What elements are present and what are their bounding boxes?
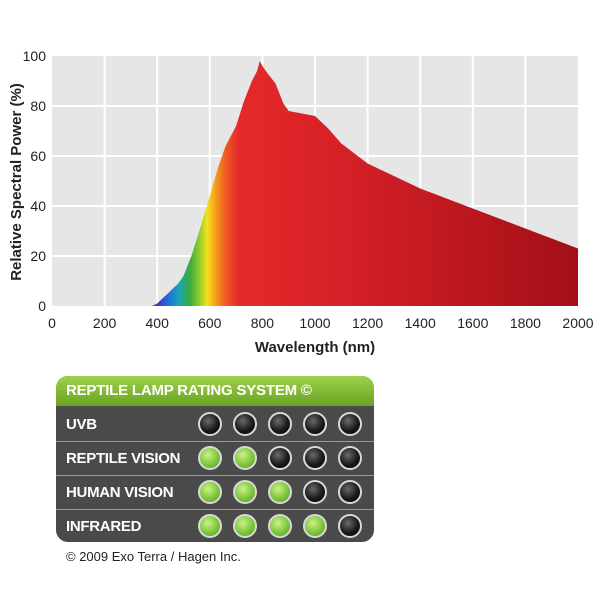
y-tick-label: 20 bbox=[30, 248, 46, 264]
x-tick-label: 1800 bbox=[510, 315, 541, 331]
rating-dot-empty bbox=[268, 446, 292, 470]
rating-row: INFRARED bbox=[56, 509, 374, 542]
rating-rows: UVB REPTILE VISION HUMAN VISION INFRARED bbox=[56, 406, 374, 542]
y-tick-label: 40 bbox=[30, 198, 46, 214]
x-tick-label: 1000 bbox=[299, 315, 330, 331]
rating-dot-filled bbox=[198, 514, 222, 538]
spectral-power-chart: 0 200 400 600 800 1000 1200 1400 1600 1800 2000 0 2… bbox=[8, 48, 594, 356]
rating-label: REPTILE VISION bbox=[66, 450, 181, 467]
rating-dot-filled bbox=[268, 480, 292, 504]
spectrum-area bbox=[151, 61, 578, 306]
rating-dots bbox=[198, 514, 373, 538]
rating-label: INFRARED bbox=[66, 518, 142, 535]
y-tick-label: 0 bbox=[38, 298, 46, 314]
rating-dot-empty bbox=[338, 480, 362, 504]
rating-dot-filled bbox=[233, 446, 257, 470]
rating-dots bbox=[198, 446, 373, 470]
rating-dot-empty bbox=[338, 514, 362, 538]
rating-dot-empty bbox=[233, 412, 257, 436]
x-tick-label: 600 bbox=[198, 315, 222, 331]
x-tick-label: 1400 bbox=[405, 315, 436, 331]
rating-dot-filled bbox=[233, 480, 257, 504]
y-tick-labels: 0 20 40 60 80 100 bbox=[23, 48, 47, 314]
rating-dot-filled bbox=[233, 514, 257, 538]
rating-dot-empty bbox=[303, 412, 327, 436]
rating-dot-empty bbox=[303, 446, 327, 470]
rating-dots bbox=[198, 480, 373, 504]
y-tick-label: 100 bbox=[23, 48, 47, 64]
x-tick-label: 1600 bbox=[457, 315, 488, 331]
x-tick-label: 800 bbox=[251, 315, 275, 331]
x-tick-label: 1200 bbox=[352, 315, 383, 331]
rating-dot-empty bbox=[268, 412, 292, 436]
rating-row: REPTILE VISION bbox=[56, 441, 374, 475]
y-axis-title: Relative Spectral Power (%) bbox=[8, 83, 25, 281]
x-tick-label: 2000 bbox=[562, 315, 593, 331]
rating-dot-empty bbox=[338, 446, 362, 470]
x-tick-label: 200 bbox=[93, 315, 117, 331]
copyright-text: © 2009 Exo Terra / Hagen Inc. bbox=[66, 549, 241, 564]
rating-dot-filled bbox=[198, 446, 222, 470]
rating-row: UVB bbox=[56, 408, 374, 441]
y-tick-label: 60 bbox=[30, 148, 46, 164]
y-tick-label: 80 bbox=[30, 98, 46, 114]
rating-row: HUMAN VISION bbox=[56, 475, 374, 509]
rating-label: UVB bbox=[66, 416, 97, 433]
rating-dot-empty bbox=[303, 480, 327, 504]
rating-dot-empty bbox=[198, 412, 222, 436]
x-tick-label: 0 bbox=[48, 315, 56, 331]
rating-dots bbox=[198, 412, 373, 436]
rating-dot-filled bbox=[198, 480, 222, 504]
rating-title: REPTILE LAMP RATING SYSTEM © bbox=[56, 376, 374, 406]
x-tick-label: 400 bbox=[146, 315, 170, 331]
x-tick-labels: 0 200 400 600 800 1000 1200 1400 1600 1800 2000 bbox=[48, 315, 594, 331]
rating-label: HUMAN VISION bbox=[66, 484, 174, 501]
lamp-rating-panel: REPTILE LAMP RATING SYSTEM © UVB REPTILE … bbox=[56, 376, 374, 542]
x-axis-title: Wavelength (nm) bbox=[255, 339, 375, 356]
rating-dot-filled bbox=[268, 514, 292, 538]
rating-dot-filled bbox=[303, 514, 327, 538]
rating-dot-empty bbox=[338, 412, 362, 436]
